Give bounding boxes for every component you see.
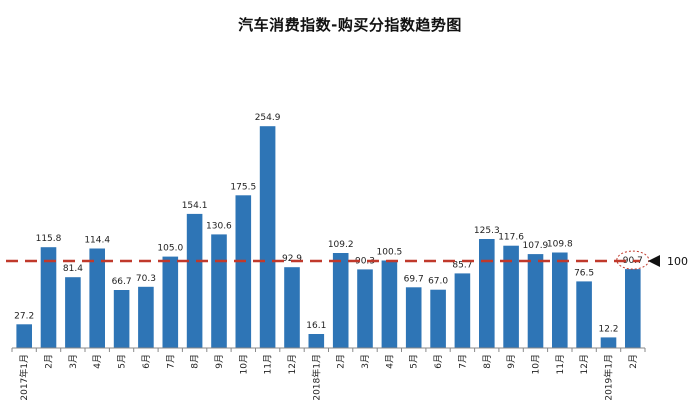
x-tick-label-24: 12月 bbox=[579, 354, 590, 374]
value-label-26: 90.7 bbox=[623, 256, 643, 266]
value-label-8: 154.1 bbox=[182, 201, 208, 211]
reference-label: 100 bbox=[667, 255, 688, 268]
x-tick-label-10: 10月 bbox=[238, 354, 249, 374]
bar-16 bbox=[381, 260, 398, 348]
highlight-circle bbox=[616, 250, 650, 270]
x-tick-label-23: 11月 bbox=[555, 354, 566, 374]
value-label-1: 27.2 bbox=[14, 311, 34, 321]
value-label-15: 90.3 bbox=[355, 256, 375, 266]
x-tick-label-2: 2月 bbox=[44, 354, 55, 369]
x-tick-label-3: 3月 bbox=[68, 354, 79, 369]
value-label-11: 254.9 bbox=[255, 113, 281, 123]
bar-8 bbox=[186, 213, 203, 348]
value-label-12: 92.9 bbox=[282, 254, 302, 264]
x-tick-label-13: 2018年1月 bbox=[310, 354, 322, 401]
bar-20 bbox=[479, 239, 495, 348]
value-label-24: 76.5 bbox=[574, 268, 594, 278]
x-tick-label-8: 8月 bbox=[190, 354, 201, 369]
bar-9 bbox=[211, 234, 227, 348]
x-tick-label-20: 8月 bbox=[482, 354, 493, 369]
x-tick-label-7: 7月 bbox=[165, 354, 176, 369]
bar-3 bbox=[65, 277, 81, 348]
x-tick-label-16: 4月 bbox=[384, 354, 395, 369]
bar-6 bbox=[138, 286, 154, 348]
value-label-22: 107.9 bbox=[523, 241, 549, 251]
x-tick-label-12: 12月 bbox=[287, 354, 298, 374]
x-tick-label-17: 5月 bbox=[409, 354, 420, 369]
x-tick-label-26: 2月 bbox=[628, 354, 639, 369]
value-label-6: 70.3 bbox=[136, 274, 156, 284]
value-label-3: 81.4 bbox=[63, 264, 83, 274]
x-tick-label-1: 2017年1月 bbox=[18, 354, 30, 401]
bar-1 bbox=[16, 324, 32, 348]
x-tick-label-11: 11月 bbox=[263, 354, 274, 374]
x-tick-label-14: 2月 bbox=[336, 354, 347, 369]
bar-24 bbox=[576, 281, 592, 348]
bar-11 bbox=[259, 126, 276, 348]
value-label-9: 130.6 bbox=[206, 221, 232, 231]
value-label-20: 125.3 bbox=[474, 226, 500, 236]
bar-12 bbox=[284, 267, 300, 348]
bar-15 bbox=[357, 269, 373, 348]
value-label-7: 105.0 bbox=[157, 244, 183, 254]
value-label-5: 66.7 bbox=[112, 277, 132, 287]
value-label-16: 100.5 bbox=[377, 248, 403, 258]
x-tick-label-18: 6月 bbox=[433, 354, 444, 369]
bar-23 bbox=[552, 252, 568, 348]
value-label-25: 12.2 bbox=[598, 324, 618, 334]
bar-25 bbox=[600, 337, 617, 348]
bar-17 bbox=[405, 287, 422, 348]
value-label-13: 16.1 bbox=[306, 321, 326, 331]
chart-title: 汽车消费指数-购买分指数趋势图 bbox=[238, 16, 462, 34]
x-tick-label-4: 4月 bbox=[92, 354, 103, 369]
bar-13 bbox=[308, 334, 325, 348]
x-tick-label-6: 6月 bbox=[141, 354, 152, 369]
bar-14 bbox=[332, 253, 349, 348]
reference-arrow-icon bbox=[648, 255, 660, 267]
bar-26 bbox=[625, 269, 641, 348]
bar-7 bbox=[162, 256, 179, 348]
x-tick-label-21: 9月 bbox=[506, 354, 517, 369]
bar-4 bbox=[89, 248, 105, 348]
x-tick-label-22: 10月 bbox=[530, 354, 541, 374]
bar-10 bbox=[235, 195, 252, 348]
value-label-18: 67.0 bbox=[428, 277, 448, 287]
x-tick-label-5: 5月 bbox=[117, 354, 128, 369]
value-label-10: 175.5 bbox=[230, 182, 256, 192]
bar-18 bbox=[430, 289, 446, 348]
bar-2 bbox=[40, 247, 57, 348]
value-label-21: 117.6 bbox=[498, 233, 524, 243]
value-label-17: 69.7 bbox=[404, 274, 424, 284]
value-label-23: 109.8 bbox=[547, 240, 573, 250]
value-label-19: 85.7 bbox=[452, 260, 472, 270]
bar-5 bbox=[113, 290, 130, 348]
x-tick-label-25: 2019年1月 bbox=[603, 354, 615, 401]
x-tick-label-15: 3月 bbox=[360, 354, 371, 369]
bar-21 bbox=[503, 245, 519, 348]
bar-19 bbox=[454, 273, 471, 348]
x-tick-label-9: 9月 bbox=[214, 354, 225, 369]
value-label-2: 115.8 bbox=[36, 234, 62, 244]
x-tick-label-19: 7月 bbox=[457, 354, 468, 369]
value-label-14: 109.2 bbox=[328, 240, 354, 250]
bar-22 bbox=[527, 254, 544, 348]
value-label-4: 114.4 bbox=[84, 236, 110, 246]
